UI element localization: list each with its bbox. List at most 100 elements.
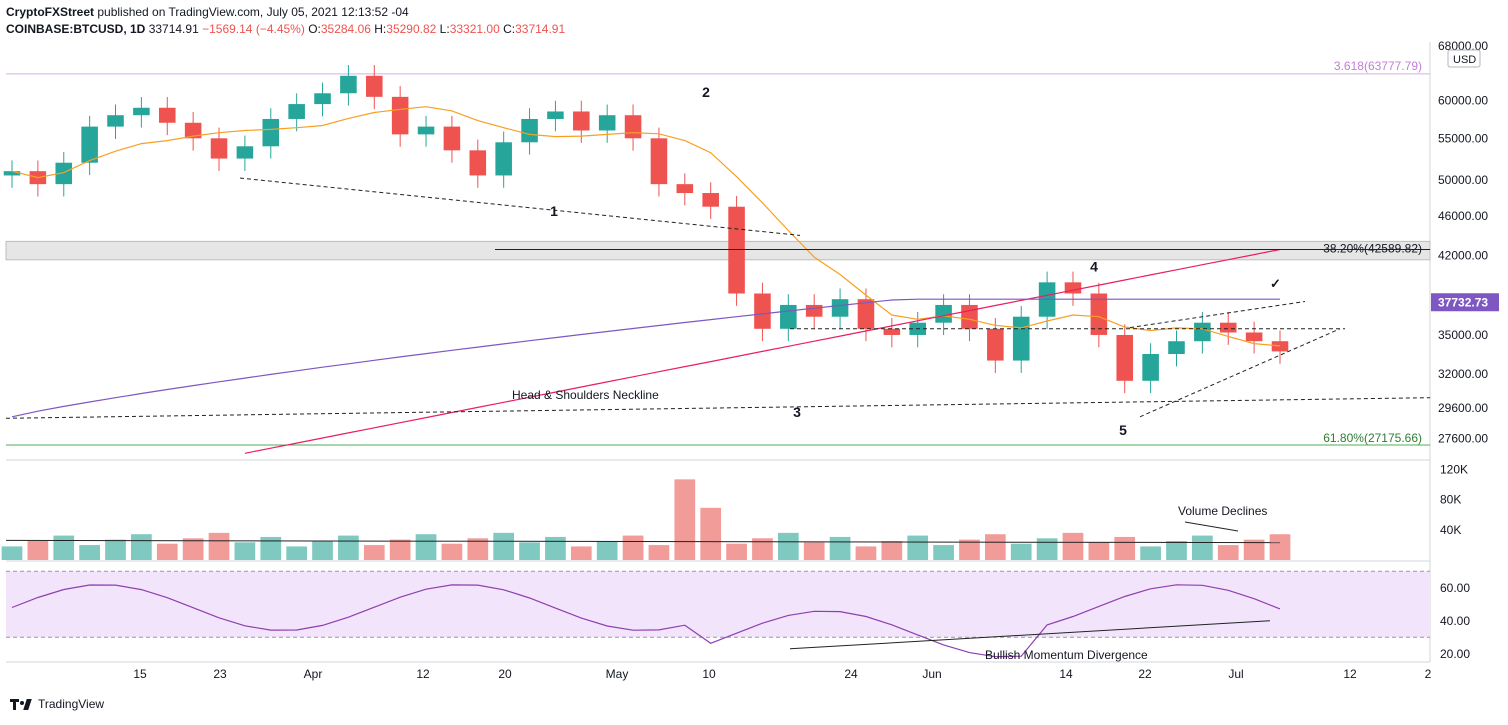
volume-bar [1192,535,1213,560]
volume-bar [1010,543,1032,560]
volume-bar [907,535,929,560]
shoulder-trendline [239,177,801,236]
volume-average-line [5,539,1281,544]
volume-bar [467,538,489,560]
fib-382-label: 38.20%(42589.82) [1323,242,1422,256]
volume-bar [648,545,670,560]
volume-bar [441,543,463,560]
candle-body [1194,322,1211,342]
currency-label: USD [1453,54,1476,66]
volume-tick-label: 80K [1440,493,1461,507]
x-tick-label: 22 [1138,667,1152,681]
volume-tick-label: 120K [1440,463,1468,477]
chart-panes [5,42,1431,663]
candle-body [55,162,73,185]
candle-body [417,126,435,135]
price-tick-label: 42000.00 [1438,249,1488,263]
price-tick-label: 27600.00 [1438,431,1488,445]
x-tick-label: Apr [304,667,323,681]
candle-body [1116,334,1134,381]
volume-bar [208,532,230,560]
volume-bar [131,534,152,560]
volume-bar [415,534,437,560]
volume-bar [726,543,747,560]
volume-bar [777,532,799,560]
rsi-tick-label: 40.00 [1440,614,1470,628]
candle-body [754,293,771,329]
close-label: C: [503,22,516,36]
volume-bar [829,536,851,560]
volume-bar [338,535,359,560]
x-tick-label: Jul [1228,667,1243,681]
candle-body [987,328,1004,361]
rsi-tick-label: 20.00 [1440,647,1470,661]
sma50-line [11,106,1281,347]
volume-bar [1166,541,1187,560]
volume-bar [105,539,126,560]
candle-body [961,304,978,329]
candle-body [495,142,512,176]
candle-body [883,328,901,335]
volume-bar [286,546,308,560]
ohlc-line: COINBASE:BTCUSD, 1D 33714.91 −1569.14 (−… [6,22,565,36]
candle-body [676,184,694,194]
volume-bar [27,541,49,560]
volume-bar [79,545,100,560]
volume-bar [881,541,903,560]
candle-body [81,126,98,163]
fib-618-label: 61.80%(27175.66) [1323,431,1422,445]
candle-body [158,107,176,123]
candle-body [598,115,616,131]
chevron-mark: ✓ [1270,276,1281,291]
volume-bar [700,507,722,560]
volume-bar [1140,546,1161,560]
volume-bar [519,542,540,560]
x-tick-label: 20 [498,667,512,681]
rsi-band [6,571,1430,638]
candle-body [1271,341,1289,352]
candle-body [3,171,21,176]
price-tick-label: 29600.00 [1438,401,1488,415]
high-value: 35290.82 [386,22,437,36]
volume-bar [53,535,75,560]
neckline-label: Head & Shoulders Neckline [512,388,659,402]
open-label: O: [308,22,321,36]
volume-bar [545,536,566,560]
x-tick-label: 15 [133,667,147,681]
volume-bar [312,541,333,560]
tradingview-logo[interactable]: TradingView [10,697,104,711]
candle-body [831,299,849,317]
volume-bar [260,536,282,560]
x-tick-label: 12 [1343,667,1357,681]
wave-label: 2 [702,84,710,100]
price-tick-label: 46000.00 [1438,209,1488,223]
candle-body [314,93,331,105]
candle-body [1064,282,1082,294]
candle-body [702,193,719,207]
fib-upper-label: 3.618(63777.79) [1334,59,1422,73]
wave-label: 3 [793,404,801,420]
volume-bar [493,532,515,560]
price-change: −1569.14 (−4.45%) [202,22,305,36]
low-label: L: [439,22,450,36]
candle-body [133,107,150,116]
candle-body [262,118,280,147]
candle-body [547,111,564,119]
publisher-name: CryptoFXStreet [6,5,95,19]
price-tick-label: 50000.00 [1438,173,1488,187]
candle-body [1142,354,1159,381]
volume-bar [182,538,204,560]
fib-zone [5,240,1431,261]
volume-bar [1269,534,1291,560]
low-value: 33321.00 [449,22,500,36]
price-tick-label: 55000.00 [1438,131,1488,145]
candle-body [1168,341,1185,355]
x-tick-label: 23 [213,667,227,681]
price-tick-label: 32000.00 [1438,367,1488,381]
candle-body [340,75,357,94]
volume-bar [234,542,256,560]
candle-body [288,104,305,119]
high-label: H: [374,22,387,36]
close-value: 33714.91 [515,22,566,36]
